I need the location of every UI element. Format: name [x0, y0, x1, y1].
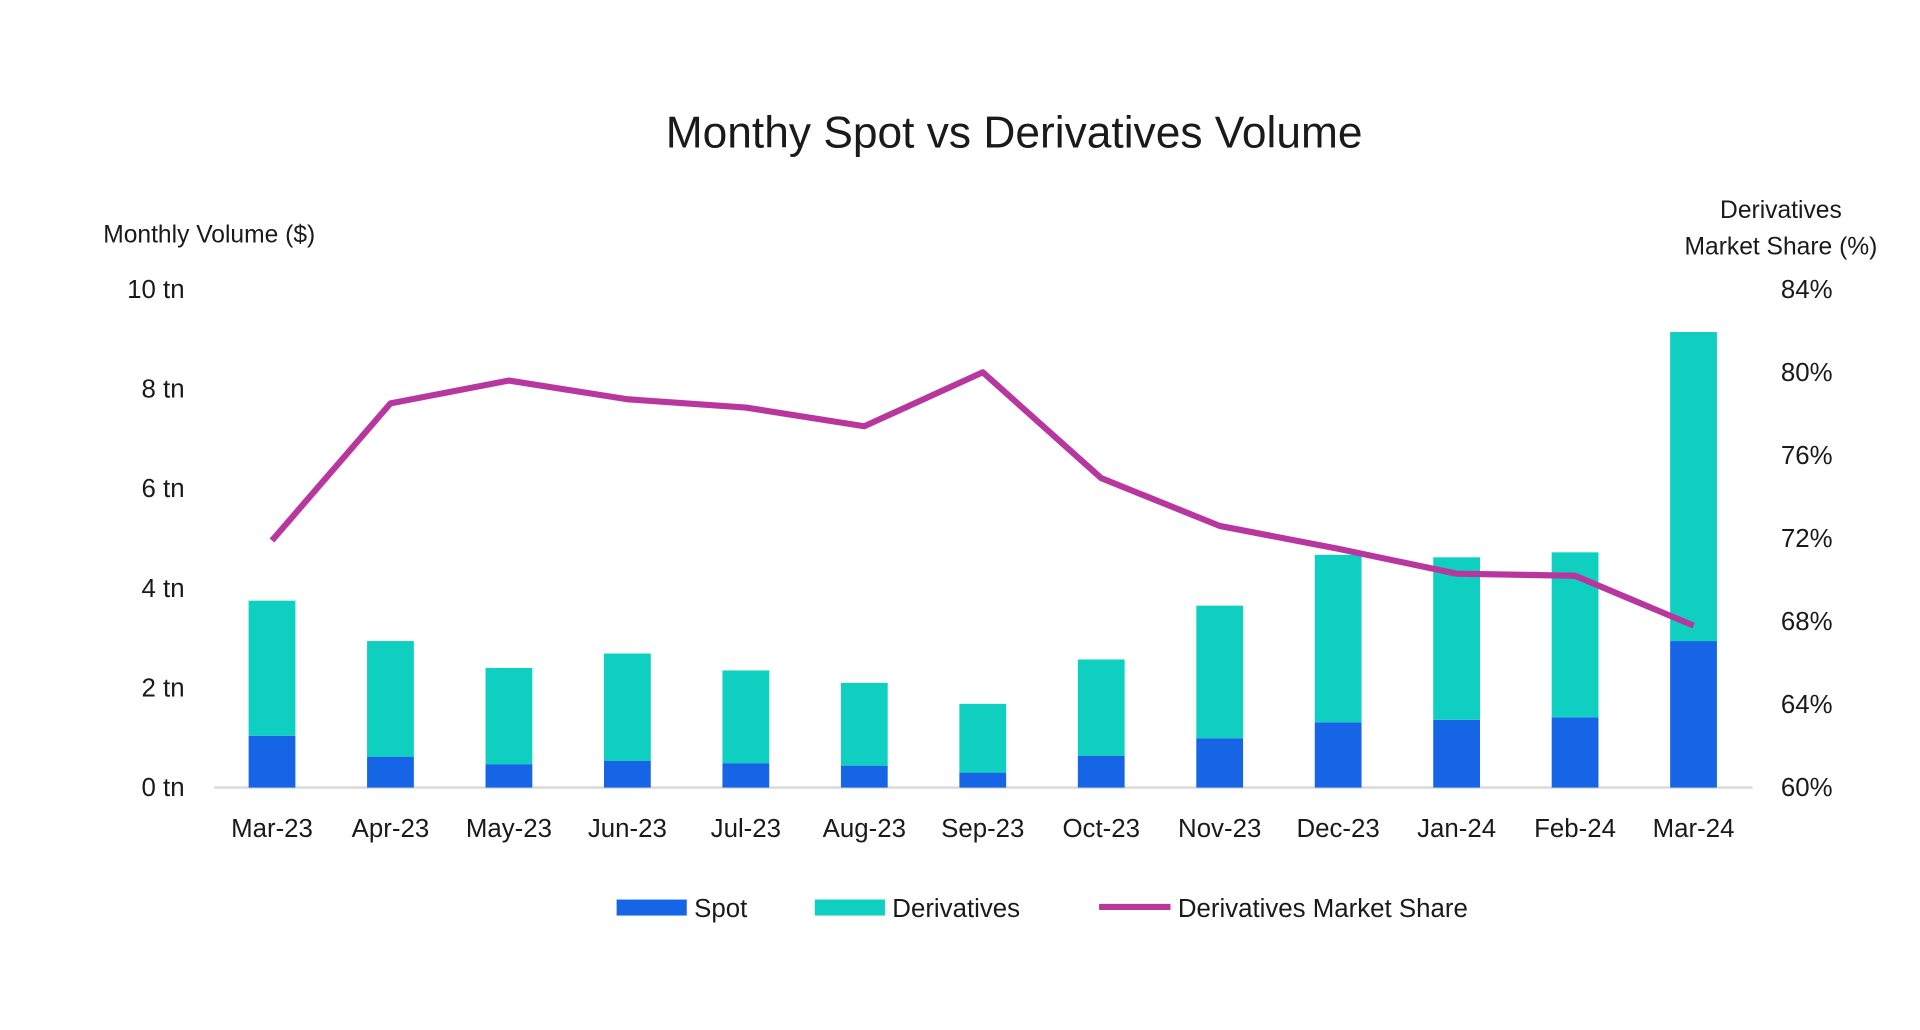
bar-spot — [1551, 717, 1599, 788]
bar-spot — [1433, 719, 1480, 788]
x-tick-label: May-23 — [466, 815, 552, 843]
bar-spot — [604, 760, 651, 788]
bar-derivatives — [722, 670, 770, 764]
x-tick-label: Jun-23 — [588, 815, 667, 843]
y-tick-label: 8 tn — [142, 375, 185, 403]
x-tick-label: Jul-23 — [711, 815, 781, 843]
y2-axis-label-line2: Market Share (%) — [1685, 234, 1878, 261]
x-tick-label: Dec-23 — [1297, 815, 1380, 843]
y2-tick-label: 84% — [1781, 276, 1833, 304]
bar-spot — [485, 764, 533, 788]
chart-title: Monthy Spot vs Derivatives Volume — [666, 109, 1363, 158]
y2-axis-label-line1: Derivatives — [1720, 197, 1842, 224]
y-tick-label: 10 tn — [127, 276, 184, 304]
x-tick-label: Mar-24 — [1653, 815, 1735, 843]
bar-spot — [248, 735, 296, 788]
x-tick-label: Mar-23 — [231, 815, 313, 843]
bar-derivatives — [840, 682, 888, 766]
bar-derivatives — [367, 641, 414, 757]
y-tick-label: 0 tn — [142, 774, 185, 802]
legend-label-derivatives: Derivatives — [892, 895, 1020, 923]
x-tick-label: Aug-23 — [823, 815, 906, 843]
y2-tick-label: 64% — [1781, 691, 1833, 719]
x-tick-label: Apr-23 — [352, 815, 430, 843]
y-tick-label: 4 tn — [142, 575, 185, 603]
bar-spot — [367, 756, 414, 788]
x-tick-label: Oct-23 — [1062, 815, 1140, 843]
bar-spot — [840, 765, 888, 788]
x-tick-label: Nov-23 — [1178, 815, 1261, 843]
line-market-share — [269, 369, 1695, 629]
y2-tick-label: 68% — [1781, 608, 1833, 636]
legend: Spot Derivatives Derivatives Market Shar… — [616, 895, 1468, 923]
bar-derivatives — [1670, 332, 1717, 642]
bar-derivatives — [959, 703, 1007, 773]
x-tick-label: Feb-24 — [1534, 815, 1616, 843]
bar-derivatives — [485, 667, 533, 765]
y-axis-label: Monthly Volume ($) — [103, 221, 315, 248]
y-tick-label: 2 tn — [142, 675, 185, 703]
bar-spot — [1314, 722, 1362, 788]
bar-derivatives — [1077, 659, 1125, 756]
bar-spot — [1077, 755, 1125, 788]
bar-spot — [722, 763, 770, 788]
bar-derivatives — [1314, 554, 1362, 723]
y2-tick-label: 76% — [1781, 442, 1833, 470]
y2-tick-label: 72% — [1781, 525, 1833, 553]
bar-derivatives — [604, 653, 651, 761]
legend-label-spot: Spot — [694, 895, 747, 923]
legend-label-market-share: Derivatives Market Share — [1178, 895, 1468, 923]
bar-derivatives — [248, 600, 296, 736]
x-tick-label: Sep-23 — [941, 815, 1024, 843]
bar-spot — [1196, 738, 1244, 788]
bar-derivatives — [1196, 605, 1244, 739]
legend-swatch-spot — [616, 899, 687, 916]
y2-tick-label: 80% — [1781, 359, 1833, 387]
y2-tick-label: 60% — [1781, 774, 1833, 802]
y-tick-label: 6 tn — [142, 475, 185, 503]
bar-spot — [1670, 641, 1717, 788]
legend-swatch-derivatives — [814, 899, 885, 916]
bar-spot — [959, 772, 1007, 788]
bar-derivatives — [1433, 557, 1480, 720]
x-tick-label: Jan-24 — [1417, 815, 1496, 843]
